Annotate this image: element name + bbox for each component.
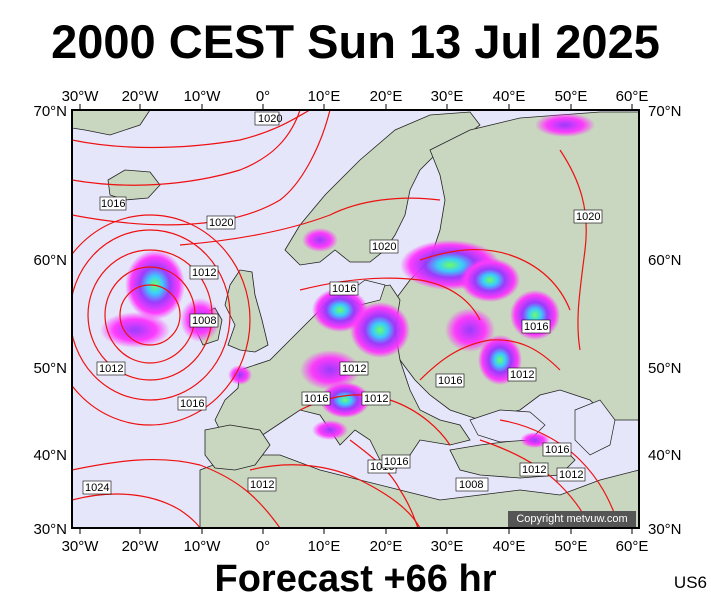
- lon-label: 20°E: [370, 538, 403, 555]
- isobar-label-19: 1016: [521, 319, 551, 334]
- lat-label: 30°N: [33, 521, 67, 538]
- lon-label: 50°E: [555, 88, 588, 105]
- lon-label: 0°: [256, 88, 270, 105]
- lon-labels-bottom: 30°W 20°W 10°W 0° 10°E 20°E 30°E 40°E 50…: [62, 538, 649, 555]
- svg-text:1016: 1016: [180, 398, 204, 410]
- lat-labels-left: 70°N 60°N 50°N 40°N 30°N: [33, 103, 67, 538]
- lon-label: 0°: [256, 538, 270, 555]
- isobar-label-9: 1016: [329, 281, 359, 296]
- svg-text:1020: 1020: [372, 241, 396, 253]
- isobar-label-23: 1012: [556, 467, 586, 482]
- lon-label: 50°E: [555, 538, 588, 555]
- isobar-label-24: 1020: [573, 209, 603, 224]
- lon-label: 10°E: [308, 88, 341, 105]
- lat-label: 40°N: [648, 447, 682, 464]
- lon-label: 10°E: [308, 538, 341, 555]
- lon-label: 20°W: [122, 538, 160, 555]
- copyright-badge: Copyright metvuw.com: [508, 511, 636, 527]
- isobar-label-22: 1012: [519, 462, 549, 477]
- svg-text:1016: 1016: [524, 321, 548, 333]
- lat-label: 40°N: [33, 447, 67, 464]
- model-code: US6: [673, 573, 707, 592]
- precipitation: [100, 113, 595, 448]
- lat-label: 30°N: [648, 521, 682, 538]
- svg-text:1024: 1024: [85, 482, 109, 494]
- lat-label: 60°N: [33, 252, 67, 269]
- isobar-label-2: 1016: [99, 196, 127, 211]
- lon-label: 30°E: [431, 88, 464, 105]
- lon-label: 20°W: [122, 88, 160, 105]
- svg-text:1012: 1012: [510, 369, 534, 381]
- isobar-label-1: 1020: [254, 111, 282, 126]
- lat-labels-right: 70°N 60°N 50°N 40°N 30°N: [648, 103, 682, 538]
- svg-text:1016: 1016: [101, 198, 125, 210]
- lon-label: 10°W: [184, 538, 222, 555]
- svg-text:1016: 1016: [438, 375, 462, 387]
- svg-text:1016: 1016: [332, 283, 356, 295]
- lon-label: 60°E: [616, 538, 649, 555]
- svg-text:1016: 1016: [384, 456, 408, 468]
- svg-text:1008: 1008: [459, 479, 483, 491]
- isobar-label-13: 1012: [361, 391, 391, 406]
- svg-text:1016: 1016: [304, 393, 328, 405]
- svg-text:1008: 1008: [192, 315, 216, 327]
- svg-text:1012: 1012: [99, 363, 123, 375]
- isobar-label-15: 1016: [381, 454, 411, 469]
- isobar-label-16: 1016: [435, 373, 465, 388]
- isobar-label-7: 1016: [177, 396, 207, 411]
- lon-label: 60°E: [616, 88, 649, 105]
- isobar-label-3: 1020: [206, 215, 236, 230]
- svg-text:1012: 1012: [559, 469, 583, 481]
- isobar-label-20: 1008: [455, 477, 489, 492]
- isobar-label-17: 1012: [247, 477, 277, 492]
- isobar-label-5: 1008: [189, 313, 219, 328]
- lat-label: 50°N: [33, 360, 67, 377]
- svg-text:1012: 1012: [250, 479, 274, 491]
- map-frame: [71, 109, 640, 529]
- lon-label: 30°W: [62, 88, 100, 105]
- isobar-labels: 1020 1016 1020 1012 1008 1012 1016 1024 …: [82, 111, 603, 495]
- isobar-label-12: 1012: [339, 361, 369, 376]
- isobar-label-4: 1012: [189, 265, 219, 280]
- svg-text:1012: 1012: [192, 267, 216, 279]
- lon-label: 10°W: [184, 88, 222, 105]
- isobar-label-10: 1020: [369, 239, 399, 254]
- isobar-label-8: 1024: [82, 480, 112, 495]
- svg-text:1012: 1012: [522, 464, 546, 476]
- svg-text:1020: 1020: [576, 211, 600, 223]
- lat-label: 70°N: [33, 103, 67, 120]
- svg-text:1012: 1012: [364, 393, 388, 405]
- lon-labels-top: 30°W 20°W 10°W 0° 10°E 20°E 30°E 40°E 50…: [62, 88, 649, 105]
- lon-label: 40°E: [493, 88, 526, 105]
- lat-label: 50°N: [648, 360, 682, 377]
- tick-marks: [79, 104, 633, 534]
- svg-text:1012: 1012: [342, 363, 366, 375]
- lat-label: 70°N: [648, 103, 682, 120]
- isobar-label-11: 1016: [301, 391, 331, 406]
- lat-label: 60°N: [648, 252, 682, 269]
- svg-text:1020: 1020: [258, 113, 282, 125]
- isobar-label-21: 1016: [542, 442, 572, 457]
- svg-text:1016: 1016: [545, 444, 569, 456]
- isobar-label-18: 1012: [507, 367, 537, 382]
- svg-text:1020: 1020: [209, 217, 233, 229]
- page-title: 2000 CEST Sun 13 Jul 2025: [51, 15, 660, 68]
- lon-label: 20°E: [370, 88, 403, 105]
- forecast-label: Forecast +66 hr: [214, 558, 497, 600]
- lon-label: 30°W: [62, 538, 100, 555]
- isobar-label-6: 1012: [96, 361, 126, 376]
- lon-label: 40°E: [493, 538, 526, 555]
- lon-label: 30°E: [431, 538, 464, 555]
